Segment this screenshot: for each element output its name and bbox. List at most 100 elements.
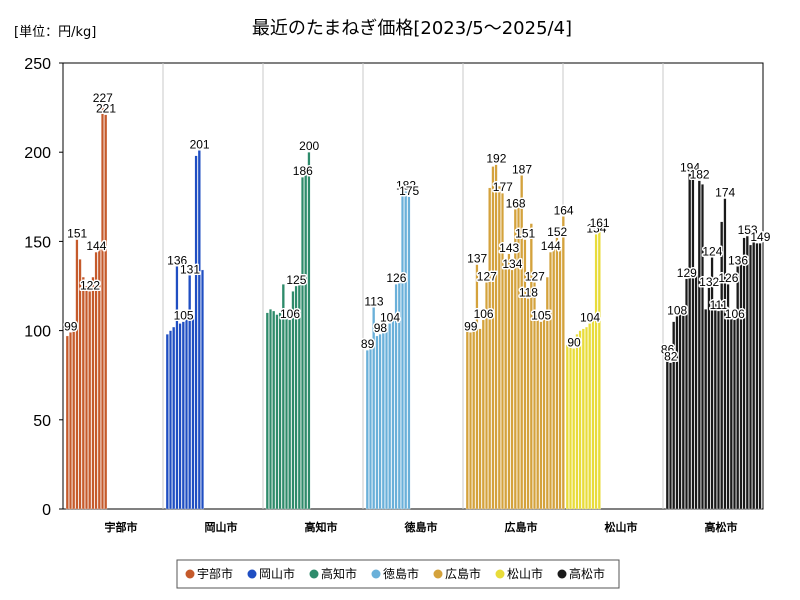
bar (669, 363, 672, 509)
legend-swatch (248, 570, 257, 579)
bar (69, 332, 72, 509)
legend-swatch (372, 570, 381, 579)
bar (288, 320, 291, 509)
legend-swatch (186, 570, 195, 579)
bar (717, 311, 720, 509)
bar (666, 356, 669, 509)
data-label: 106 (280, 307, 300, 321)
x-axis: 宇部市 岡山市 高知市 徳島市 広島市 松山市 高松市 (105, 520, 738, 534)
bar (582, 329, 585, 509)
data-label: 99 (464, 319, 478, 333)
bar (88, 291, 91, 509)
bar-series (266, 152, 310, 509)
bar (552, 249, 555, 509)
bar (292, 291, 295, 509)
bar (746, 236, 749, 509)
x-category-label: 宇部市 (105, 520, 138, 534)
data-label: 168 (506, 196, 526, 210)
bar (595, 234, 598, 509)
bar (676, 316, 679, 509)
data-label: 82 (664, 350, 678, 364)
data-label: 104 (380, 310, 400, 324)
bar (743, 238, 746, 509)
bar (198, 150, 201, 509)
bar (527, 298, 530, 509)
bar (588, 323, 591, 509)
data-label: 200 (299, 139, 319, 153)
bar (285, 316, 288, 509)
bar (488, 188, 491, 509)
bar (379, 334, 382, 509)
bar (708, 288, 711, 509)
data-label: 106 (474, 307, 494, 321)
bar (79, 259, 82, 509)
data-label: 192 (486, 152, 506, 166)
data-label: 136 (728, 253, 748, 267)
bar (466, 322, 469, 509)
legend-label: 松山市 (507, 566, 543, 581)
bar (201, 270, 204, 509)
y-tick-label: 50 (33, 413, 51, 430)
y-tick-label: 250 (24, 56, 51, 73)
bar (476, 265, 479, 509)
data-label: 118 (519, 285, 538, 299)
bar (576, 334, 579, 509)
bar (508, 254, 511, 509)
bar (385, 327, 388, 509)
bar (556, 238, 559, 509)
bar-series (466, 165, 565, 509)
y-tick-label: 150 (24, 234, 51, 251)
bar (679, 313, 682, 509)
bar (279, 313, 282, 509)
data-label: 105 (174, 309, 194, 323)
bar (756, 243, 759, 509)
bar (469, 332, 472, 509)
x-category-label: 高松市 (705, 520, 738, 534)
x-category-label: 岡山市 (205, 520, 238, 534)
data-label: 122 (80, 278, 100, 292)
bar (176, 266, 179, 509)
bar (688, 174, 691, 509)
data-label: 151 (515, 227, 535, 241)
x-category-label: 徳島市 (404, 520, 438, 534)
bar (759, 243, 762, 509)
data-label: 126 (718, 271, 738, 285)
data-label: 108 (667, 303, 687, 317)
legend-label: 広島市 (445, 566, 481, 581)
legend-label: 徳島市 (383, 566, 419, 581)
data-label: 186 (293, 164, 313, 178)
data-label: 134 (502, 257, 522, 271)
bar (720, 222, 723, 509)
x-category-label: 広島市 (505, 520, 538, 534)
bar (72, 329, 75, 509)
y-axis: 0 50 100 150 200 250 (24, 56, 63, 519)
data-label: 221 (96, 102, 116, 116)
bar (392, 316, 395, 509)
bar (304, 172, 307, 509)
bar (369, 347, 372, 509)
legend-swatch (496, 570, 505, 579)
bar (562, 216, 565, 509)
bar (272, 311, 275, 509)
legend-swatch (558, 570, 567, 579)
data-label: 174 (715, 186, 735, 200)
bar (549, 252, 552, 509)
data-label: 164 (554, 203, 574, 217)
data-label: 161 (590, 216, 610, 230)
x-category-label: 高知市 (305, 520, 338, 534)
bar (104, 115, 107, 509)
data-label: 129 (677, 266, 697, 280)
bar (692, 177, 695, 509)
legend-label: 岡山市 (259, 566, 295, 581)
bar (520, 175, 523, 509)
bars-group (66, 104, 761, 509)
bar (566, 345, 569, 509)
data-label: 201 (190, 137, 210, 151)
bar (266, 313, 269, 509)
data-label: 125 (286, 273, 306, 287)
bar (66, 336, 69, 509)
bar (388, 323, 391, 509)
bar (169, 331, 172, 509)
data-label: 106 (725, 307, 745, 321)
